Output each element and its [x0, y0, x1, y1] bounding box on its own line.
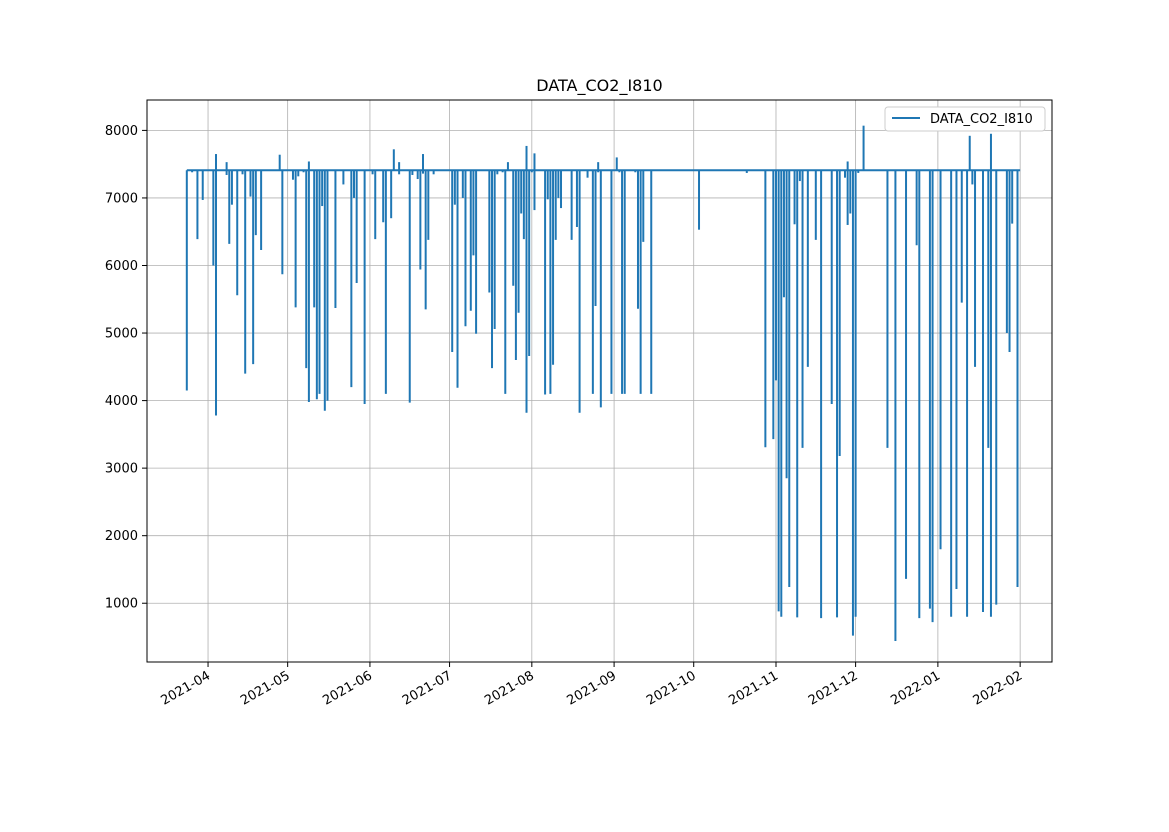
legend: DATA_CO2_I810 [884, 106, 1046, 132]
y-tick-label: 2000 [105, 529, 138, 544]
legend-box [884, 106, 1046, 132]
y-tick-label: 7000 [105, 191, 138, 206]
y-axis: 1000 2000 3000 4000 5000 6000 7000 8000 [105, 124, 147, 612]
y-tick-label: 1000 [105, 597, 138, 612]
y-tick-label: 5000 [105, 327, 138, 342]
y-tick-label: 6000 [105, 259, 138, 274]
y-tick-label: 8000 [105, 124, 138, 139]
chart-title: DATA_CO2_I810 [536, 76, 662, 96]
legend-label: DATA_CO2_I810 [930, 112, 1033, 127]
series-layer [185, 125, 1021, 642]
plot-frame [146, 99, 1053, 663]
y-tick-label: 4000 [105, 394, 138, 409]
y-tick-label: 3000 [105, 462, 138, 477]
